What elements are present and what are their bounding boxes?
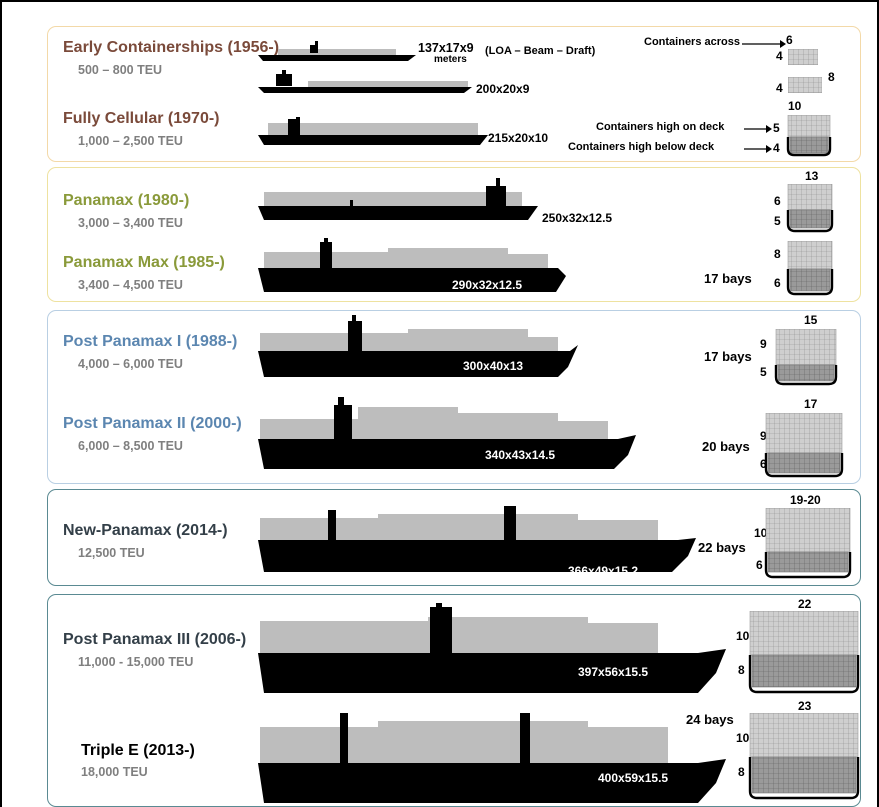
section-grid [786, 115, 832, 157]
section-deck: 8 [774, 247, 781, 261]
section-across: 13 [805, 169, 819, 183]
section-below: 8 [738, 765, 745, 779]
ship-name: Post Panamax I (1988-) [63, 333, 238, 350]
group-panamax: Panamax (1980-) 3,000 – 3,400 TEU Panama… [47, 167, 861, 302]
ship-silhouette-post-panamax-3 [258, 603, 726, 693]
section-below: 6 [760, 457, 767, 471]
section-deck: 6 [774, 194, 781, 208]
section-deck: 4 [776, 49, 783, 63]
ship-dimensions: 290x32x12.5 [452, 278, 523, 292]
section-below: 5 [774, 214, 781, 228]
group-new-panamax: New-Panamax (2014-) 12,500 TEU 366x49x15… [47, 489, 861, 586]
left-frame-line [0, 0, 2, 807]
section-deck: 9 [760, 429, 767, 443]
ship-silhouette-triple-e [258, 713, 726, 803]
section-grid [788, 49, 818, 65]
bays-label: 24 bays [686, 712, 734, 727]
ship-dimensions: 137x17x9 [418, 41, 474, 55]
section-below: 5 [760, 365, 767, 379]
section-deck: 10 [736, 731, 750, 745]
high-below-deck-label: Containers high below deck [568, 141, 715, 153]
section-below: 6 [756, 558, 763, 572]
arrow-icon [742, 40, 786, 48]
bays-label: 17 bays [704, 349, 752, 364]
ship-dimensions: 215x20x10 [488, 131, 549, 145]
ship-name: Panamax Max (1985-) [63, 254, 225, 271]
ship-name: Post Panamax II (2000-) [63, 415, 242, 432]
section-grid [748, 611, 860, 694]
ship-name: Panamax (1980-) [63, 192, 190, 209]
section-grid [774, 329, 838, 386]
section-deck: 9 [760, 337, 767, 351]
high-on-deck-label: Containers high on deck [596, 121, 725, 133]
dims-key-label: (LOA – Beam – Draft) [485, 45, 596, 57]
section-grid [764, 508, 852, 579]
arrow-icon [744, 145, 772, 153]
section-below: 4 [773, 141, 780, 155]
ship-silhouette-fully-cellular [258, 117, 488, 145]
top-frame-line [0, 0, 879, 2]
ship-teu: 3,400 – 4,500 TEU [78, 278, 183, 292]
section-across: 6 [786, 33, 793, 47]
ship-teu: 4,000 – 6,000 TEU [78, 357, 183, 371]
section-deck: 5 [773, 121, 780, 135]
ship-name: New-Panamax (2014-) [63, 522, 228, 539]
bays-label: 22 bays [698, 540, 746, 555]
ship-teu: 1,000 – 2,500 TEU [78, 134, 183, 148]
ship-silhouette-new-panamax [258, 506, 696, 572]
ship-dimensions: 400x59x15.5 [598, 771, 669, 785]
section-deck: 10 [754, 526, 768, 540]
section-grid [786, 184, 834, 233]
ship-teu: 18,000 TEU [81, 765, 148, 779]
ship-name: Post Panamax III (2006-) [63, 631, 247, 648]
section-grid [764, 413, 844, 478]
section-deck: 4 [776, 81, 783, 95]
ship-name: Fully Cellular (1970-) [63, 110, 220, 127]
ship-dimensions: 300x40x13 [463, 359, 524, 373]
section-across: 23 [798, 699, 812, 713]
section-grid [748, 713, 860, 800]
section-grid [786, 241, 834, 296]
section-across: 19-20 [790, 493, 821, 507]
section-across: 22 [798, 597, 812, 611]
ship-name: Early Containerships (1956-) [63, 39, 280, 56]
section-side: 8 [828, 70, 835, 84]
ship-teu: 500 – 800 TEU [78, 63, 163, 77]
ship-silhouette-early-2 [258, 70, 472, 93]
group-early-containerships: Early Containerships (1956-) 500 – 800 T… [47, 26, 861, 162]
ship-silhouette-early-1 [258, 41, 416, 61]
ship-dimensions: 366x49x15.2 [568, 564, 639, 578]
ship-teu: 6,000 – 8,500 TEU [78, 439, 183, 453]
ship-silhouette-panamax-max [258, 238, 566, 292]
containers-across-label: Containers across [644, 36, 740, 48]
bays-label: 17 bays [704, 271, 752, 286]
ship-silhouette-panamax [258, 178, 538, 220]
ship-dimensions: 340x43x14.5 [485, 448, 556, 462]
group-post-panamax: Post Panamax I (1988-) 4,000 – 6,000 TEU… [47, 310, 861, 484]
section-below: 8 [738, 663, 745, 677]
ship-teu: 12,500 TEU [78, 546, 145, 560]
ship-silhouette-post-panamax-2 [258, 397, 636, 469]
ship-silhouette-post-panamax-1 [258, 315, 578, 377]
ship-teu: 11,000 - 15,000 TEU [78, 655, 194, 669]
ship-dimensions: 200x20x9 [476, 82, 530, 96]
right-frame-line [877, 0, 879, 807]
ship-dimensions: 397x56x15.5 [578, 665, 649, 679]
ship-name: Triple E (2013-) [81, 742, 195, 759]
group-ultra-large: Post Panamax III (2006-) 11,000 - 15,000… [47, 594, 861, 807]
bays-label: 20 bays [702, 439, 750, 454]
section-across: 15 [804, 313, 818, 327]
section-grid [788, 77, 822, 93]
section-across: 10 [788, 99, 802, 113]
section-deck: 10 [736, 629, 750, 643]
section-below: 6 [774, 276, 781, 290]
section-across: 17 [804, 397, 818, 411]
ship-dimensions: 250x32x12.5 [542, 211, 613, 225]
meters-label: meters [434, 54, 467, 65]
ship-teu: 3,000 – 3,400 TEU [78, 216, 183, 230]
arrow-icon [744, 125, 772, 133]
